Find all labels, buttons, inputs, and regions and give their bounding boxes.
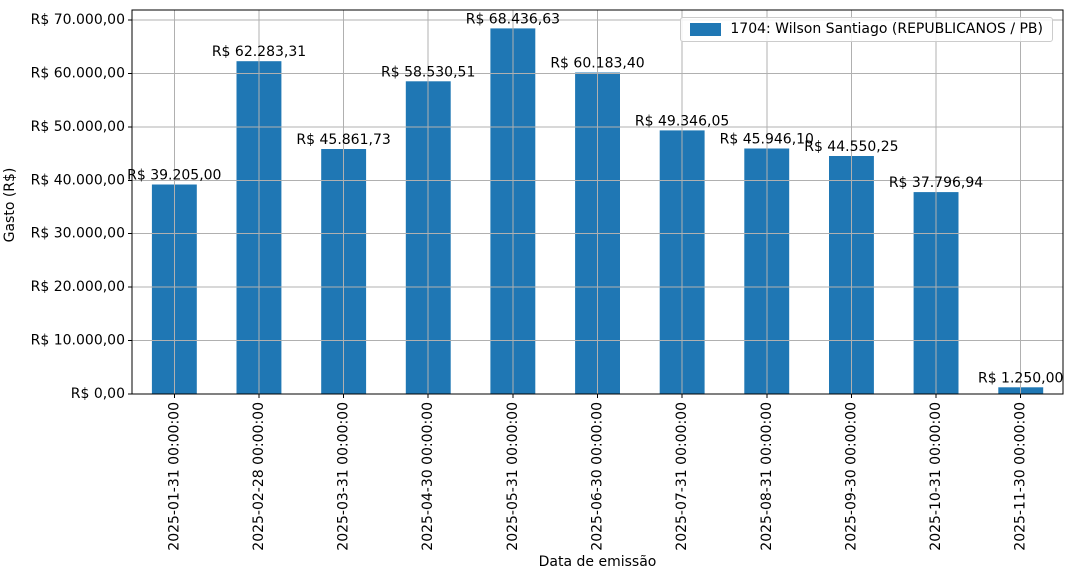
legend-label: 1704: Wilson Santiago (REPUBLICANOS / PB… [730, 21, 1043, 37]
bar-value-label: R$ 49.346,05 [635, 113, 729, 129]
bar-value-label: R$ 44.550,25 [804, 139, 898, 155]
y-tick-label: R$ 40.000,00 [31, 172, 125, 188]
x-tick-label: 2025-05-31 00:00:00 [505, 402, 521, 551]
y-tick-label: R$ 20.000,00 [31, 279, 125, 295]
x-tick-label: 2025-02-28 00:00:00 [251, 402, 267, 551]
y-tick-label: R$ 50.000,00 [31, 119, 125, 135]
x-tick-label: 2025-07-31 00:00:00 [674, 402, 690, 551]
bar-value-label: R$ 62.283,31 [212, 44, 306, 60]
bar-value-label: R$ 58.530,51 [381, 64, 475, 80]
x-tick-label: 2025-08-31 00:00:00 [759, 402, 775, 551]
x-axis-label: Data de emissão [538, 554, 657, 570]
y-tick-label: R$ 60.000,00 [31, 65, 125, 81]
legend-swatch-icon [690, 23, 722, 36]
y-tick-label: R$ 0,00 [71, 386, 125, 402]
y-tick-label: R$ 30.000,00 [31, 226, 125, 242]
bar-value-label: R$ 68.436,63 [466, 11, 560, 27]
bar-value-label: R$ 45.861,73 [296, 132, 390, 148]
bar-value-label: R$ 1.250,00 [978, 370, 1063, 386]
y-tick-label: R$ 70.000,00 [31, 12, 125, 28]
y-tick-label: R$ 10.000,00 [31, 333, 125, 349]
x-tick-label: 2025-10-31 00:00:00 [928, 402, 944, 551]
x-tick-label: 2025-06-30 00:00:00 [590, 402, 606, 551]
bar-value-label: R$ 60.183,40 [550, 56, 644, 72]
x-tick-label: 2025-09-30 00:00:00 [843, 402, 859, 551]
x-tick-label: 2025-01-31 00:00:00 [166, 402, 182, 551]
legend: 1704: Wilson Santiago (REPUBLICANOS / PB… [680, 17, 1053, 42]
x-tick-label: 2025-03-31 00:00:00 [336, 402, 352, 551]
bar-value-label: R$ 37.796,94 [889, 175, 983, 191]
x-tick-label: 2025-04-30 00:00:00 [420, 402, 436, 551]
bar-value-label: R$ 45.946,10 [720, 132, 814, 148]
bar-value-label: R$ 39.205,00 [127, 168, 221, 184]
y-axis-label: Gasto (R$) [2, 168, 18, 243]
x-tick-label: 2025-11-30 00:00:00 [1013, 402, 1029, 551]
